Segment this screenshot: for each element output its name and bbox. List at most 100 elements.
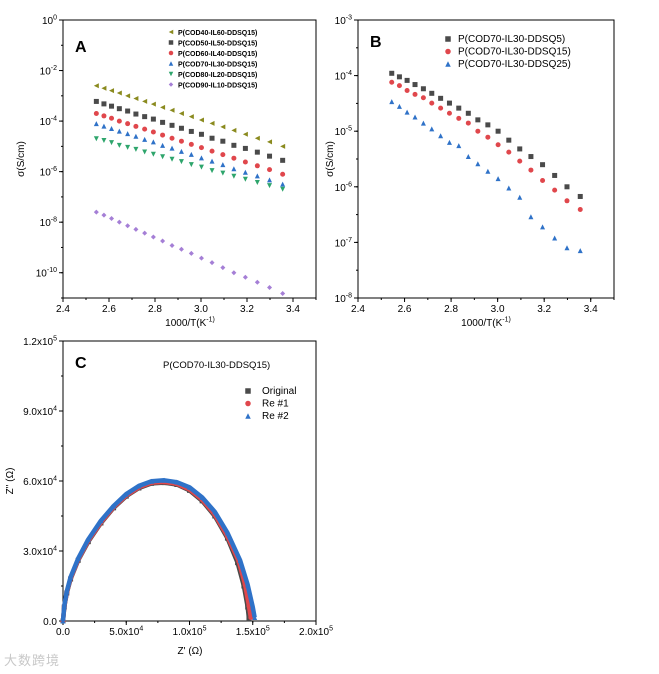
x-tick-label: 3.0 [194, 304, 208, 315]
y-axis-title: σ(S/cm) [325, 141, 336, 177]
data-point [93, 136, 99, 142]
data-point [188, 151, 194, 157]
data-point [178, 159, 184, 165]
series-p-cod70-il30-ddsq25- [389, 99, 583, 254]
y-tick-label: 10-6 [335, 181, 352, 194]
data-point [456, 105, 462, 111]
data-point [429, 100, 435, 106]
x-axis-title: 1000/T(K-1) [461, 317, 511, 330]
data-point [231, 270, 237, 276]
legend-marker [168, 40, 174, 45]
data-point [404, 77, 410, 83]
data-point [142, 230, 148, 236]
data-point [280, 157, 286, 163]
y-tick-label: 10-2 [40, 65, 57, 78]
legend-label: Re #1 [262, 399, 289, 410]
data-point [267, 139, 273, 145]
data-point [187, 484, 192, 490]
panel-a: 2.4 2.6 2.8 3.0 3.2 3.4 100 10-2 10-4 10-6 10-8 10-… [16, 15, 317, 329]
data-point [528, 154, 534, 160]
legend-label: P(COD90-IL10-DDSQ15) [178, 83, 257, 90]
data-point [495, 176, 501, 182]
data-point [169, 242, 175, 248]
series-p-cod70-il30-ddsq15- [93, 121, 286, 187]
data-point [280, 291, 286, 297]
data-point [101, 113, 107, 119]
data-point [475, 117, 481, 123]
panel-title: P(COD70-IL30-DDSQ15) [163, 360, 270, 371]
y-tick-label: 10-6 [40, 166, 57, 179]
series-p-cod70-il30-ddsq15- [389, 79, 583, 213]
data-point [198, 131, 204, 137]
data-point [552, 172, 558, 178]
data-point [280, 171, 286, 177]
data-point [109, 88, 115, 94]
data-point [242, 145, 248, 151]
x-axis-title: Z' (Ω) [178, 646, 203, 657]
x-tick-label: 2.6 [398, 304, 412, 315]
data-point [280, 143, 286, 149]
y-tick-label: 10-4 [335, 70, 352, 83]
data-point [517, 158, 523, 164]
data-point [209, 135, 215, 141]
data-point [564, 184, 570, 190]
data-point [404, 109, 410, 115]
data-point [142, 149, 148, 155]
series-re-1 [60, 479, 254, 624]
data-point [267, 183, 273, 189]
data-point [220, 152, 226, 158]
y-tick-label: 100 [42, 15, 57, 28]
data-point [93, 110, 99, 116]
data-point [142, 114, 148, 120]
plot-frame [62, 340, 317, 622]
data-point [178, 125, 184, 131]
data-point [254, 180, 260, 186]
data-point [123, 491, 129, 497]
data-point [475, 128, 481, 134]
data-point [133, 111, 139, 117]
data-point [150, 151, 156, 157]
data-point [109, 140, 115, 146]
data-point [446, 100, 452, 106]
series-original [60, 480, 252, 624]
data-point [248, 615, 254, 620]
legend-label: Original [262, 386, 296, 397]
data-point [142, 126, 148, 132]
data-point [178, 246, 184, 252]
legend-label: P(COD50-IL50-DDSQ15) [178, 41, 257, 48]
data-point [438, 133, 444, 139]
data-point [169, 145, 175, 151]
series-p-cod90-il10-ddsq15- [93, 209, 286, 297]
y-tick-label: 10-7 [335, 237, 352, 250]
y-tick-label: 10-8 [40, 217, 57, 230]
data-point [209, 158, 215, 164]
y-tick-label: 6.0x104 [23, 476, 57, 489]
data-point [245, 582, 251, 588]
legend-marker [445, 36, 451, 42]
data-point [404, 87, 410, 93]
data-point [528, 167, 534, 173]
series-re-2 [60, 477, 258, 624]
data-point [389, 70, 395, 76]
data-point [188, 141, 194, 147]
watermark: 大数跨境 [4, 653, 61, 668]
data-point [242, 169, 248, 175]
data-point [220, 170, 226, 176]
series-line [60, 478, 257, 622]
panel-b: 2.4 2.6 2.8 3.0 3.2 3.4 10-3 10-4 10-5 10-6 10-7 10… [325, 15, 615, 330]
panel-label: A [75, 39, 87, 56]
y-tick-label: 9.0x104 [23, 406, 57, 419]
data-point [101, 101, 107, 107]
data-point [133, 146, 139, 152]
data-point [438, 95, 444, 101]
data-point [133, 226, 139, 232]
series-p-cod40-il60-ddsq15- [93, 83, 286, 149]
data-point [188, 128, 194, 134]
data-point [517, 194, 523, 200]
data-point [109, 215, 115, 221]
x-tick-label: 2.8 [148, 304, 162, 315]
data-point [420, 86, 426, 92]
legend-label: P(COD70-IL30-DDSQ15) [458, 47, 571, 58]
data-point [198, 145, 204, 151]
data-point [540, 162, 546, 168]
